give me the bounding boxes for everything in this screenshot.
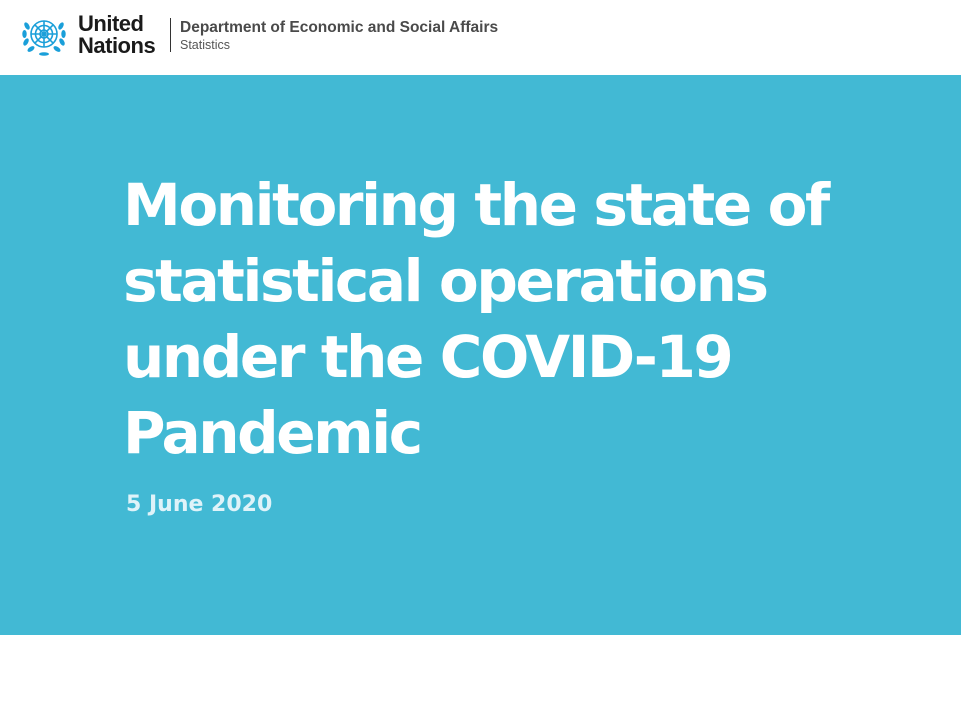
page-header: United Nations Department of Economic an… [0,0,961,75]
un-wordmark[interactable]: United Nations [78,11,156,58]
header-divider [170,18,171,52]
slide-date: 5 June 2020 [126,492,273,517]
un-emblem-icon [22,20,66,56]
department-name: Department of Economic and Social Affair… [180,19,499,36]
logo-line-1: United [78,11,144,36]
title-line-1: Monitoring the state of [123,171,830,239]
slide-title: Monitoring the state of statistical oper… [123,167,843,471]
division-name: Statistics [180,38,231,52]
title-line-4: Pandemic [123,399,423,467]
title-banner: Monitoring the state of statistical oper… [0,75,961,635]
title-line-2: statistical operations [123,247,769,315]
title-line-3: under the COVID-19 [123,323,734,391]
logo-line-2: Nations [78,33,156,58]
